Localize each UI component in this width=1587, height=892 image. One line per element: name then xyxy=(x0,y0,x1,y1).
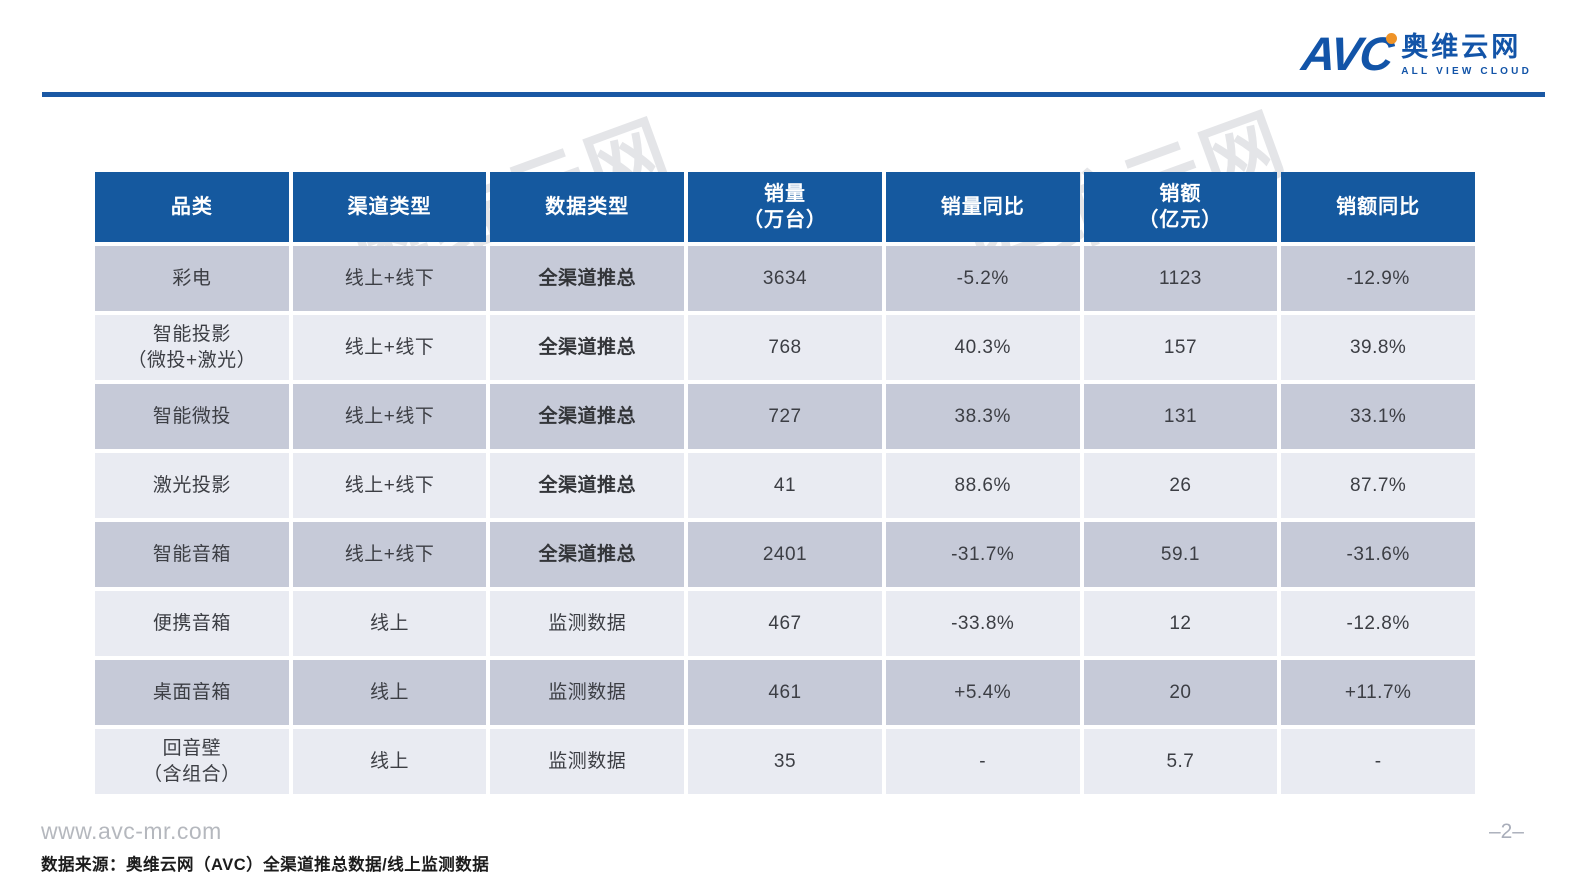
header-rule xyxy=(42,92,1545,97)
column-header: 品类 xyxy=(95,172,289,242)
cell-volume-yoy: -31.7% xyxy=(885,522,1080,587)
logo-name-cn: 奥维云网 xyxy=(1401,32,1522,62)
cell-volume: 768 xyxy=(688,315,882,380)
cell-volume-yoy: +5.4% xyxy=(885,660,1080,725)
cell-channel: 线上+线下 xyxy=(292,315,487,380)
cell-amount-yoy: 33.1% xyxy=(1281,384,1475,449)
cell-channel: 线上+线下 xyxy=(292,246,487,311)
cell-volume-yoy: -5.2% xyxy=(885,246,1080,311)
cell-amount: 1123 xyxy=(1083,246,1278,311)
cell-volume: 3634 xyxy=(688,246,882,311)
cell-volume: 2401 xyxy=(688,522,882,587)
cell-data-type: 监测数据 xyxy=(490,729,685,794)
cell-volume-yoy: 40.3% xyxy=(885,315,1080,380)
cell-amount: 131 xyxy=(1083,384,1278,449)
cell-amount-yoy: 87.7% xyxy=(1281,453,1475,518)
cell-amount: 20 xyxy=(1083,660,1278,725)
cell-amount-yoy: -12.8% xyxy=(1281,591,1475,656)
column-header: 销额 （亿元） xyxy=(1083,172,1278,242)
cell-channel: 线上+线下 xyxy=(292,384,487,449)
cell-volume-yoy: - xyxy=(885,729,1080,794)
cell-volume: 461 xyxy=(688,660,882,725)
cell-category: 智能音箱 xyxy=(95,522,289,587)
logo-avc-text: AVC xyxy=(1298,27,1395,81)
data-source-note: 数据来源：奥维云网（AVC）全渠道推总数据/线上监测数据 xyxy=(41,856,490,874)
logo-orange-dot-icon xyxy=(1386,33,1398,45)
page-number: –2– xyxy=(1488,820,1524,843)
cell-amount: 12 xyxy=(1083,591,1278,656)
column-header: 渠道类型 xyxy=(292,172,487,242)
cell-channel: 线上 xyxy=(292,729,487,794)
column-header: 销量同比 xyxy=(885,172,1080,242)
cell-channel: 线上+线下 xyxy=(292,453,487,518)
data-table: 品类 渠道类型 数据类型 销量 （万台） 销量同比 销额 （亿元） 销额同比 彩电 线上+线下全… xyxy=(95,172,1475,794)
logo-name-en: ALL VIEW CLOUD xyxy=(1401,66,1532,78)
cell-channel: 线上+线下 xyxy=(292,522,487,587)
cell-data-type: 全渠道推总 xyxy=(490,453,685,518)
cell-category: 桌面音箱 xyxy=(95,660,289,725)
cell-amount: 26 xyxy=(1083,453,1278,518)
cell-data-type: 全渠道推总 xyxy=(490,522,685,587)
cell-amount-yoy: - xyxy=(1281,729,1475,794)
logo-names: 奥维云网 ALL VIEW CLOUD xyxy=(1401,30,1532,77)
cell-data-type: 全渠道推总 xyxy=(490,246,685,311)
cell-category: 智能微投 xyxy=(95,384,289,449)
cell-data-type: 监测数据 xyxy=(490,591,685,656)
cell-category: 回音壁 （含组合） xyxy=(95,729,289,794)
cell-data-type: 全渠道推总 xyxy=(490,384,685,449)
avc-logo: AVC 奥维云网 ALL VIEW CLOUD xyxy=(1298,27,1532,81)
cell-amount-yoy: +11.7% xyxy=(1281,660,1475,725)
cell-data-type: 监测数据 xyxy=(490,660,685,725)
cell-amount-yoy: -12.9% xyxy=(1281,246,1475,311)
cell-volume-yoy: 38.3% xyxy=(885,384,1080,449)
cell-channel: 线上 xyxy=(292,591,487,656)
cell-volume: 467 xyxy=(688,591,882,656)
column-header: 销额同比 xyxy=(1281,172,1475,242)
column-header: 数据类型 xyxy=(490,172,685,242)
cell-volume: 727 xyxy=(688,384,882,449)
cell-category: 激光投影 xyxy=(95,453,289,518)
cell-amount: 157 xyxy=(1083,315,1278,380)
cell-category: 便携音箱 xyxy=(95,591,289,656)
cell-volume: 41 xyxy=(688,453,882,518)
website-text: www.avc-mr.com xyxy=(41,818,222,844)
cell-channel: 线上 xyxy=(292,660,487,725)
logo-abbr-wrap: AVC xyxy=(1298,27,1398,81)
cell-data-type: 全渠道推总 xyxy=(490,315,685,380)
cell-category: 智能投影 （微投+激光） xyxy=(95,315,289,380)
cell-volume-yoy: 88.6% xyxy=(885,453,1080,518)
cell-amount: 5.7 xyxy=(1083,729,1278,794)
cell-amount-yoy: 39.8% xyxy=(1281,315,1475,380)
cell-volume: 35 xyxy=(688,729,882,794)
cell-category: 彩电 xyxy=(95,246,289,311)
cell-amount: 59.1 xyxy=(1083,522,1278,587)
cell-volume-yoy: -33.8% xyxy=(885,591,1080,656)
column-header: 销量 （万台） xyxy=(688,172,882,242)
cell-amount-yoy: -31.6% xyxy=(1281,522,1475,587)
